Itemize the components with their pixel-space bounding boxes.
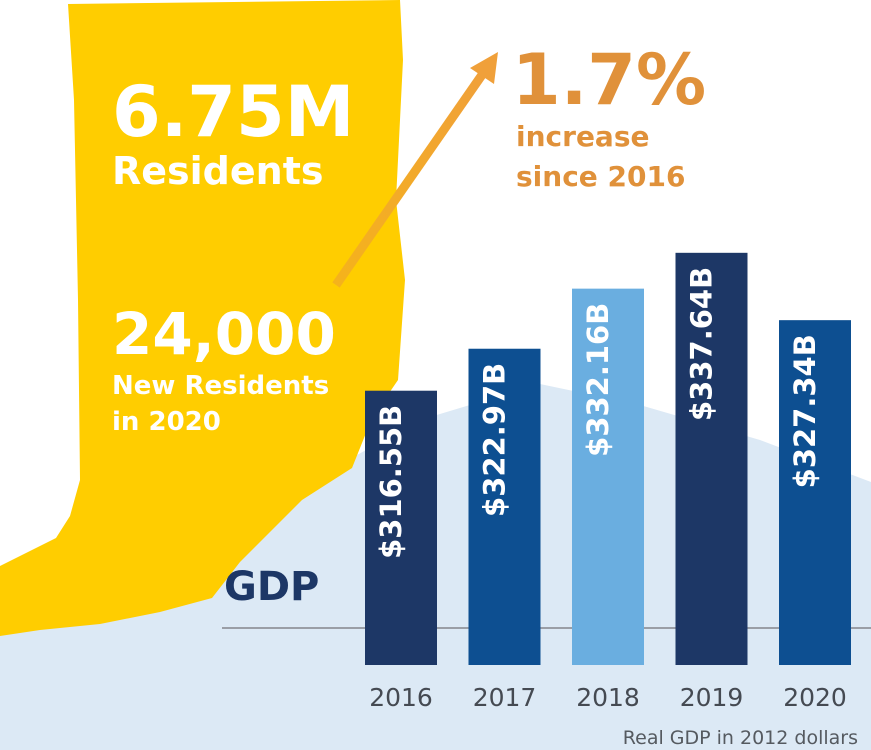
bar <box>572 288 644 665</box>
x-tick-label: 2018 <box>576 683 640 712</box>
bar <box>365 390 437 665</box>
value-label: $332.16B <box>581 303 615 457</box>
arrow-head <box>470 52 498 84</box>
value-label: $322.97B <box>478 363 512 517</box>
state-map <box>0 0 405 636</box>
bar <box>675 252 748 666</box>
population-label: Residents <box>112 149 324 193</box>
new-residents-label: New Residents <box>112 371 329 401</box>
chart-note: Real GDP in 2012 dollars <box>623 727 858 749</box>
x-tick-label: 2016 <box>369 683 433 712</box>
bar <box>468 348 541 665</box>
bar <box>779 320 851 665</box>
growth-rate: 1.7% <box>512 39 706 121</box>
arrow-shaft <box>332 69 488 288</box>
value-label: $316.55B <box>374 405 408 559</box>
chart-title: GDP <box>224 564 319 610</box>
value-label: $327.34B <box>788 334 822 488</box>
population: 6.75M <box>112 71 354 153</box>
x-tick-label: 2017 <box>473 683 537 712</box>
new-residents: 24,000 <box>112 300 336 368</box>
x-tick-label: 2019 <box>680 683 744 712</box>
value-label: $337.64B <box>685 267 719 421</box>
growth-label: increase <box>516 120 649 153</box>
new-residents-year: in 2020 <box>112 407 221 437</box>
x-tick-label: 2020 <box>783 683 847 712</box>
growth-since: since 2016 <box>516 160 685 193</box>
